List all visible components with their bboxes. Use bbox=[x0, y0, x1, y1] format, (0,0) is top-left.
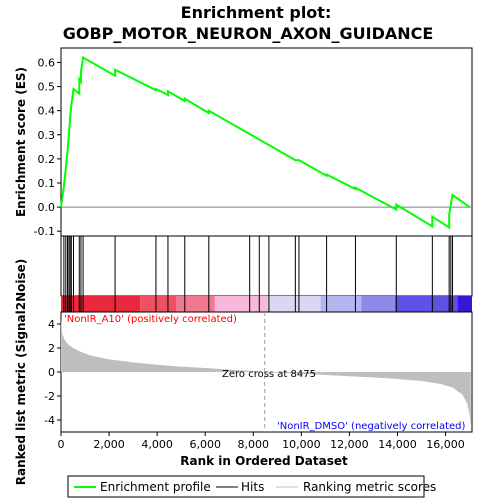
x-axis-label: Rank in Ordered Dataset bbox=[180, 454, 348, 468]
colorbar-segment bbox=[457, 296, 472, 312]
x-axis-ticks: 0 2,000 4,000 6,000 8,000 10,000 12,000 14,000 1… bbox=[58, 432, 465, 451]
x-tick-label: 4,000 bbox=[141, 438, 173, 451]
enrichment-profile-line bbox=[60, 56, 471, 230]
es-tick-label: 0.1 bbox=[38, 177, 56, 190]
es-tick-label: 0.0 bbox=[38, 201, 56, 214]
x-tick-label: 12,000 bbox=[330, 438, 369, 451]
legend-hits-label: Hits bbox=[241, 480, 264, 494]
es-axis-ticks: -0.1 0.0 0.1 0.2 0.3 0.4 0.5 0.6 bbox=[34, 56, 61, 238]
title-line-2: GOBP_MOTOR_NEURON_AXON_GUIDANCE bbox=[63, 24, 434, 43]
es-axis-label: Enrichment score (ES) bbox=[14, 67, 28, 217]
ranking-metric-area bbox=[61, 318, 471, 428]
x-tick-label: 2,000 bbox=[93, 438, 125, 451]
es-tick-label: 0.2 bbox=[38, 153, 56, 166]
x-tick-label: 0 bbox=[58, 438, 65, 451]
es-tick-label: 0.4 bbox=[38, 105, 56, 118]
title-line-1: Enrichment plot: bbox=[181, 3, 332, 22]
es-tick-label: -0.1 bbox=[34, 225, 55, 238]
x-tick-label: 10,000 bbox=[282, 438, 321, 451]
rank-colorbar bbox=[61, 296, 472, 312]
hits-panel bbox=[63, 236, 454, 296]
es-panel: -0.1 0.0 0.1 0.2 0.3 0.4 0.5 0.6 bbox=[34, 47, 473, 238]
x-tick-label: 6,000 bbox=[189, 438, 221, 451]
es-tick-label: 0.3 bbox=[38, 129, 56, 142]
x-tick-label: 8,000 bbox=[238, 438, 270, 451]
metric-tick-label: 4 bbox=[48, 318, 55, 331]
legend-ranking-label: Ranking metric scores bbox=[303, 480, 436, 494]
es-tick-label: 0.5 bbox=[38, 81, 56, 94]
metric-tick-label: -2 bbox=[44, 390, 55, 403]
colorbar-segment bbox=[395, 296, 458, 312]
metric-tick-label: 2 bbox=[48, 342, 55, 355]
metric-panel: 4 2 0 -2 -4 'NonIR_A10' (positively correlat… bbox=[44, 311, 473, 433]
colorbar-segment bbox=[267, 296, 321, 312]
positive-correlation-label: 'NonIR_A10' (positively correlated) bbox=[64, 314, 237, 325]
x-tick-label: 16,000 bbox=[426, 438, 465, 451]
metric-axis-label: Ranked list metric (Signal2Noise) bbox=[14, 259, 28, 486]
colorbar-segment bbox=[320, 296, 362, 312]
legend: Enrichment profile Hits Ranking metric s… bbox=[67, 475, 436, 498]
es-plot-frame bbox=[60, 47, 473, 237]
colorbar-segment bbox=[214, 296, 268, 312]
zero-cross-label: Zero cross at 8475 bbox=[222, 369, 316, 380]
legend-profile-label: Enrichment profile bbox=[100, 480, 211, 494]
metric-tick-label: 0 bbox=[48, 366, 55, 379]
legend-box bbox=[67, 475, 425, 498]
colorbar-segment bbox=[361, 296, 396, 312]
es-tick-label: 0.6 bbox=[38, 56, 56, 69]
colorbar-segment bbox=[61, 296, 141, 312]
negative-correlation-label: 'NonIR_DMSO' (negatively correlated) bbox=[277, 421, 465, 432]
hits-panel-frame bbox=[60, 235, 473, 297]
metric-tick-label: -4 bbox=[44, 414, 55, 427]
x-tick-label: 14,000 bbox=[378, 438, 417, 451]
colorbar-segment bbox=[176, 296, 215, 312]
metric-axis-ticks: 4 2 0 -2 -4 bbox=[44, 318, 61, 427]
colorbar-segment bbox=[140, 296, 177, 312]
